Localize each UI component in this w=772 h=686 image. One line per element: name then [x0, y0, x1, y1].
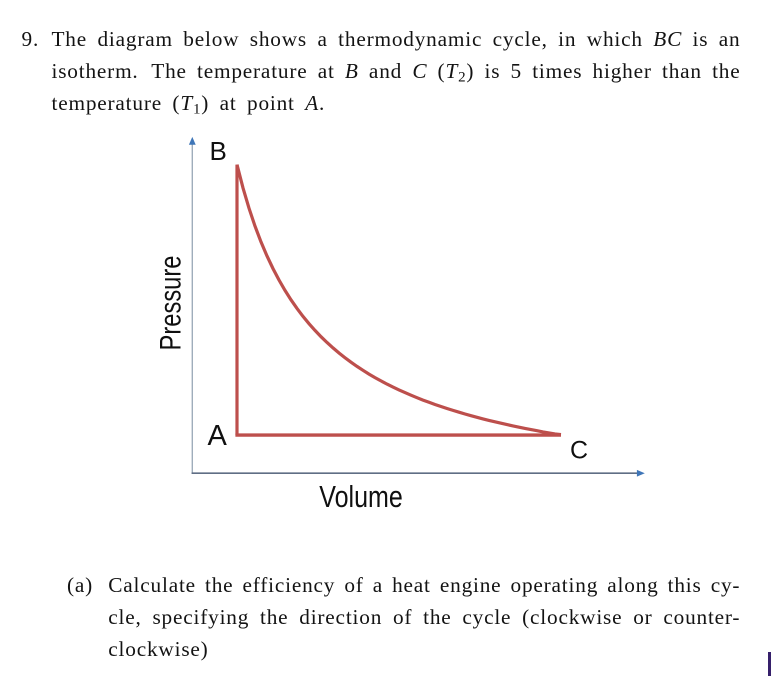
svg-text:A: A	[208, 420, 228, 452]
svg-text:B: B	[210, 136, 227, 166]
svg-text:C: C	[570, 437, 588, 465]
svg-text:Volume: Volume	[319, 479, 403, 514]
svg-text:Pressure: Pressure	[155, 256, 188, 351]
